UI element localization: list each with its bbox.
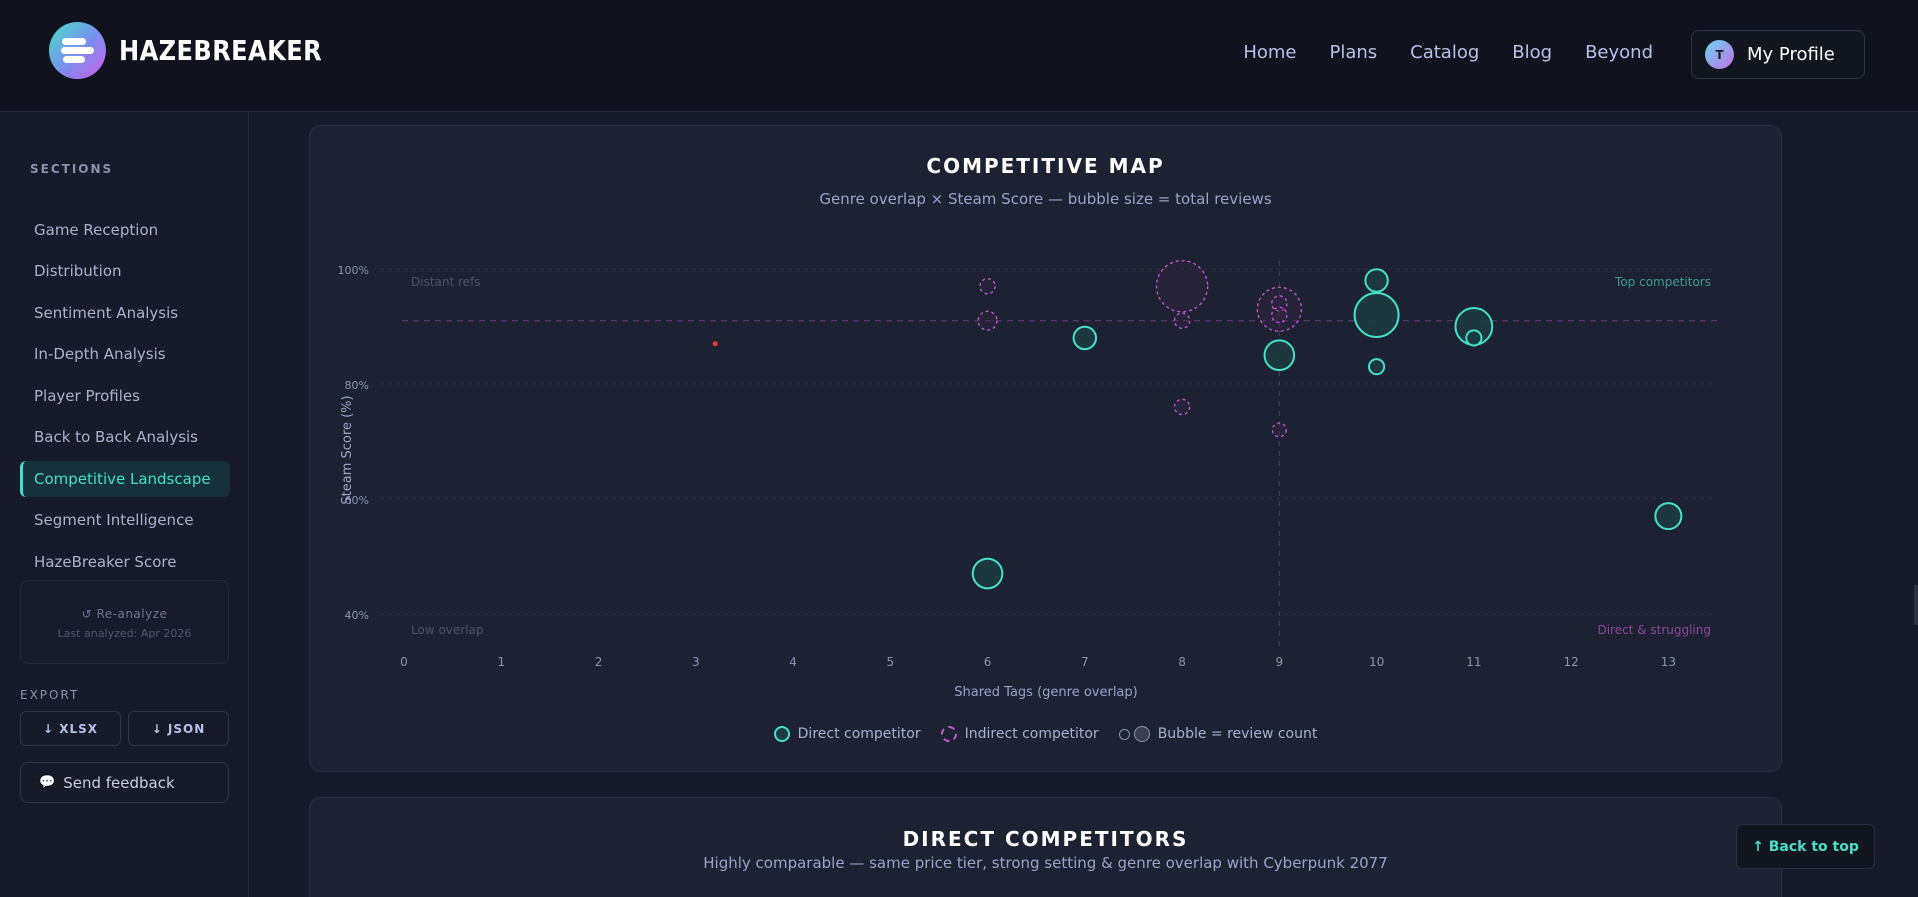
export-json-button[interactable]: ↓ JSON	[128, 711, 229, 746]
direct-competitor-bubble	[1263, 339, 1296, 371]
indirect-competitor-bubble	[1271, 306, 1288, 324]
legend-direct-label: Direct competitor	[797, 726, 921, 742]
top-header: HAZEBREAKER Home Plans Catalog Blog Beyo…	[0, 0, 1918, 112]
sidebar-item-in-depth-analysis[interactable]: In-Depth Analysis	[34, 345, 166, 363]
direct-competitor-bubble	[1367, 358, 1386, 376]
brand-logo-link[interactable]: HAZEBREAKER	[49, 22, 355, 79]
legend-size-label: Bubble = review count	[1157, 726, 1318, 742]
direct-competitors-title: DIRECT COMPETITORS	[902, 827, 1189, 851]
x-tick-label: 8	[1178, 655, 1186, 669]
x-tick-label: 3	[692, 655, 700, 669]
x-tick-label: 6	[984, 655, 992, 669]
x-axis-label: Shared Tags (genre overlap)	[954, 685, 1137, 700]
y-axis-label: Steam Score (%)	[340, 395, 355, 504]
direct-competitors-subtitle: Highly comparable — same price tier, str…	[703, 854, 1388, 872]
y-tick-label: 100%	[338, 264, 369, 277]
speech-bubble-icon: 💬	[39, 775, 56, 790]
nav-beyond[interactable]: Beyond	[1585, 42, 1653, 63]
competitive-map-title: COMPETITIVE MAP	[926, 154, 1165, 178]
direct-competitor-bubble	[1465, 329, 1483, 347]
direct-competitor-bubble	[1353, 291, 1400, 338]
sidebar-item-player-profiles[interactable]: Player Profiles	[34, 387, 140, 405]
x-tick-label: 10	[1369, 655, 1384, 669]
indirect-competitor-swatch-icon	[940, 726, 957, 742]
sidebar-item-competitive-landscape[interactable]: Competitive Landscape	[20, 461, 230, 497]
direct-competitor-bubble	[971, 557, 1004, 590]
large-bubble-icon	[1133, 726, 1150, 742]
sidebar-item-game-reception[interactable]: Game Reception	[34, 221, 159, 239]
direct-competitors-card: DIRECT COMPETITORS Highly comparable — s…	[309, 797, 1782, 897]
indirect-competitor-bubble	[1256, 286, 1302, 332]
legend-direct: Direct competitor	[773, 726, 921, 742]
legend-indirect-label: Indirect competitor	[964, 726, 1099, 742]
y-tick-label: 40%	[345, 609, 369, 622]
sidebar-item-back-to-back-analysis[interactable]: Back to Back Analysis	[34, 428, 198, 446]
x-tick-label: 1	[497, 655, 505, 669]
legend-indirect: Indirect competitor	[940, 726, 1099, 742]
send-feedback-button[interactable]: 💬 Send feedback	[20, 762, 229, 803]
x-tick-label: 9	[1276, 655, 1284, 669]
x-tick-label: 12	[1563, 655, 1578, 669]
sections-heading: SECTIONS	[30, 162, 114, 176]
avatar: T	[1705, 40, 1734, 69]
direct-competitor-swatch-icon	[773, 726, 790, 742]
nav-plans[interactable]: Plans	[1329, 42, 1378, 63]
quadrant-label-top-right: Top competitors	[1614, 275, 1711, 289]
nav-blog[interactable]: Blog	[1512, 42, 1553, 63]
reanalyze-label: ↺ Re-analyze	[81, 607, 168, 621]
x-tick-label: 7	[1081, 655, 1089, 669]
hazebreaker-logo-icon	[49, 22, 106, 79]
sidebar: SECTIONS Game Reception Distribution Sen…	[0, 112, 249, 897]
x-tick-label: 11	[1466, 655, 1481, 669]
indirect-competitor-bubble	[979, 277, 996, 295]
y-tick-label: 60%	[345, 494, 369, 507]
x-tick-label: 13	[1661, 655, 1676, 669]
brand-name: HAZEBREAKER	[119, 34, 323, 67]
last-analyzed-text: Last analyzed: Apr 2026	[57, 627, 192, 640]
indirect-competitor-bubble	[977, 310, 998, 331]
x-tick-label: 2	[595, 655, 603, 669]
sidebar-item-distribution[interactable]: Distribution	[34, 262, 122, 280]
direct-competitor-bubble	[1654, 502, 1683, 531]
indirect-competitor-bubble	[1271, 295, 1288, 312]
legend-size: Bubble = review count	[1118, 726, 1318, 742]
sidebar-item-segment-intelligence[interactable]: Segment Intelligence	[34, 511, 194, 529]
nav-home[interactable]: Home	[1243, 42, 1297, 63]
competitive-map-subtitle: Genre overlap × Steam Score — bubble siz…	[819, 190, 1272, 208]
reanalyze-button[interactable]: ↺ Re-analyze Last analyzed: Apr 2026	[20, 580, 229, 664]
indirect-competitor-bubble	[1173, 312, 1191, 329]
x-tick-label: 0	[400, 655, 408, 669]
quadrant-label-bottom-left: Low overlap	[411, 623, 484, 637]
competitive-map-card: COMPETITIVE MAP Genre overlap × Steam Sc…	[309, 125, 1782, 772]
y-tick-label: 80%	[345, 379, 369, 392]
indirect-competitor-bubble	[1173, 398, 1191, 416]
scrollbar-thumb[interactable]	[1914, 585, 1918, 625]
indirect-competitor-bubble	[1155, 259, 1209, 313]
feedback-label: Send feedback	[63, 773, 175, 792]
sidebar-item-sentiment-analysis[interactable]: Sentiment Analysis	[34, 304, 179, 322]
quadrant-label-top-left: Distant refs	[411, 275, 481, 289]
nav-catalog[interactable]: Catalog	[1410, 42, 1480, 63]
export-xlsx-button[interactable]: ↓ XLSX	[20, 711, 121, 746]
chart-legend: Direct competitor Indirect competitor Bu…	[310, 726, 1781, 742]
direct-competitor-bubble	[1364, 268, 1389, 293]
x-tick-label: 4	[789, 655, 797, 669]
x-tick-label: 5	[886, 655, 894, 669]
export-heading: EXPORT	[20, 688, 80, 702]
main-nav: Home Plans Catalog Blog Beyond	[1243, 42, 1653, 63]
my-profile-button[interactable]: T My Profile	[1691, 30, 1865, 79]
direct-competitor-bubble	[1072, 325, 1098, 351]
indirect-competitor-bubble	[1271, 422, 1287, 438]
profile-label: My Profile	[1747, 44, 1835, 65]
sidebar-item-hazebreaker-score[interactable]: HazeBreaker Score	[34, 553, 177, 571]
quadrant-label-bottom-right: Direct & struggling	[1597, 623, 1711, 637]
back-to-top-button[interactable]: ↑ Back to top	[1736, 824, 1875, 869]
self-game-point	[712, 341, 718, 347]
small-bubble-icon	[1118, 728, 1130, 740]
